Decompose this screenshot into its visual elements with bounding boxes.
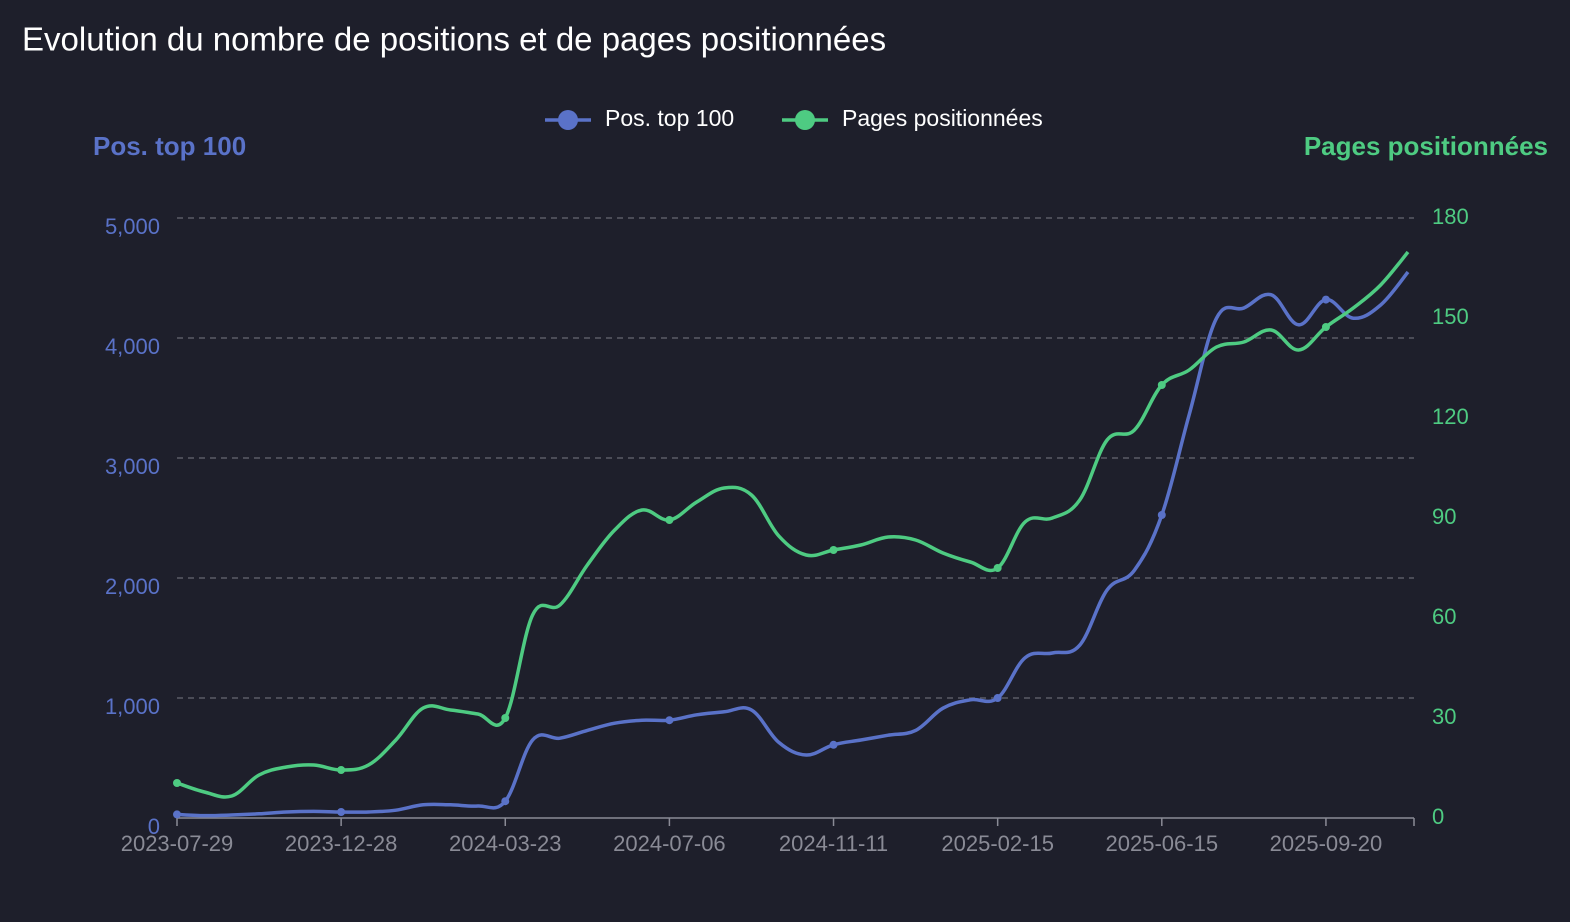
y-tick-label: 1,000 xyxy=(105,694,160,719)
x-tick-label: 2025-09-20 xyxy=(1270,831,1383,856)
legend-label[interactable]: Pos. top 100 xyxy=(605,105,734,131)
x-tick-label: 2024-11-11 xyxy=(779,831,888,856)
x-tick-label: 2023-07-29 xyxy=(121,831,234,856)
x-tick-label: 2024-07-06 xyxy=(613,831,726,856)
data-point xyxy=(1157,381,1166,389)
data-point xyxy=(501,714,510,722)
y-tick-label: 5,000 xyxy=(105,214,160,239)
legend-marker[interactable] xyxy=(795,110,815,130)
y-tick-label: 4,000 xyxy=(105,334,160,359)
y-tick-label: 2,000 xyxy=(105,574,160,599)
y-axis-title: Pos. top 100 xyxy=(93,131,246,161)
x-tick-label: 2024-03-23 xyxy=(449,831,562,856)
y2-tick-label: 0 xyxy=(1432,804,1444,829)
chart-title: Evolution du nombre de positions et de p… xyxy=(22,21,886,58)
y-tick-label: 0 xyxy=(148,814,160,839)
y-tick-label: 3,000 xyxy=(105,454,160,479)
y2-tick-label: 90 xyxy=(1432,504,1456,529)
legend-label[interactable]: Pages positionnées xyxy=(842,105,1043,131)
y2-tick-label: 30 xyxy=(1432,704,1456,729)
x-tick-label: 2025-02-15 xyxy=(941,831,1054,856)
y2-tick-label: 120 xyxy=(1432,404,1469,429)
data-point xyxy=(173,810,181,819)
data-point xyxy=(665,716,674,725)
data-point xyxy=(337,808,346,816)
legend-marker[interactable] xyxy=(558,110,578,130)
data-point xyxy=(337,766,346,774)
y2-axis-title: Pages positionnées xyxy=(1304,131,1548,161)
data-point xyxy=(1321,295,1330,304)
y2-tick-label: 180 xyxy=(1432,204,1469,229)
data-point xyxy=(1321,323,1330,331)
y2-tick-label: 60 xyxy=(1432,604,1456,629)
y2-tick-label: 150 xyxy=(1432,304,1469,329)
x-tick-label: 2025-06-15 xyxy=(1106,831,1219,856)
data-point xyxy=(665,516,674,524)
x-tick-label: 2023-12-28 xyxy=(285,831,398,856)
data-point xyxy=(173,779,181,787)
series-line xyxy=(176,270,1410,818)
series-line xyxy=(176,250,1410,799)
data-point xyxy=(829,546,838,554)
data-point xyxy=(829,740,838,749)
data-point xyxy=(1157,511,1166,519)
data-point xyxy=(993,564,1002,572)
data-point xyxy=(993,694,1002,702)
data-point xyxy=(501,797,510,806)
